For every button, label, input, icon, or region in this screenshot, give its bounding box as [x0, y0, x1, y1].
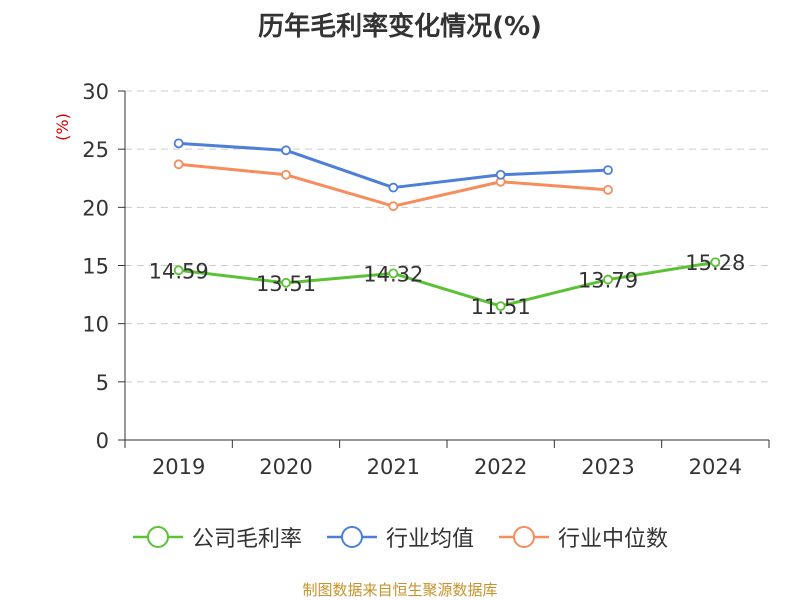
data-label: 15.28 [685, 251, 745, 275]
y-axis-label: (%) [53, 113, 72, 141]
legend-marker-icon [499, 526, 549, 548]
y-tick-label: 20 [82, 196, 109, 220]
x-tick-label: 2022 [474, 455, 527, 479]
x-tick-label: 2024 [689, 455, 742, 479]
data-point [603, 165, 613, 176]
legend: 公司毛利率 行业均值 行业中位数 [0, 520, 800, 554]
data-point [281, 145, 291, 156]
data-label: 13.51 [256, 272, 316, 296]
legend-item[interactable]: 行业均值 [326, 521, 474, 553]
series [173, 138, 721, 312]
legend-label: 行业中位数 [558, 527, 669, 552]
data-label: 13.79 [578, 269, 638, 293]
data-point [388, 201, 399, 212]
data-point [173, 138, 184, 149]
legend-item[interactable]: 公司毛利率 [132, 521, 302, 553]
y-tick-label: 10 [82, 313, 109, 337]
chart-title: 历年毛利率变化情况(%) [258, 12, 542, 42]
y-tick-label: 0 [96, 429, 109, 453]
x-tick-label: 2023 [581, 455, 634, 479]
data-point [603, 274, 613, 285]
y-tick-label: 30 [82, 80, 109, 104]
y-tick-label: 5 [96, 371, 109, 395]
data-point [173, 159, 184, 170]
grid-lines [125, 90, 769, 383]
x-tick-label: 2019 [152, 455, 205, 479]
legend-item[interactable]: 行业中位数 [498, 521, 668, 553]
data-label: 11.51 [471, 295, 531, 319]
source-footer: 制图数据来自恒生聚源数据库 [302, 581, 498, 599]
data-label: 14.59 [149, 259, 209, 283]
data-point [388, 182, 399, 193]
data-point [495, 169, 506, 180]
data-label: 14.32 [363, 262, 423, 286]
x-tick-label: 2020 [259, 455, 312, 479]
data-labels: 14.59 13.51 14.32 11.51 13.79 15.28 [149, 251, 746, 319]
data-point [603, 184, 613, 195]
legend-marker-icon [326, 526, 377, 548]
data-point [173, 265, 184, 276]
data-point [388, 268, 399, 279]
series-line [178, 260, 716, 308]
data-point [281, 169, 291, 180]
data-point [281, 277, 291, 288]
series-line [178, 141, 609, 190]
data-point [710, 257, 721, 268]
y-tick-label: 25 [82, 138, 109, 162]
axes: 0 5 10 15 20 25 30 2019 2020 2021 2022 2023 2024 [82, 80, 770, 479]
legend-label: 公司毛利率 [191, 527, 302, 552]
legend-marker-icon [132, 526, 183, 548]
data-point [495, 301, 506, 312]
x-tick-label: 2021 [367, 455, 420, 479]
y-tick-label: 15 [82, 255, 109, 279]
legend-label: 行业均值 [385, 527, 474, 552]
